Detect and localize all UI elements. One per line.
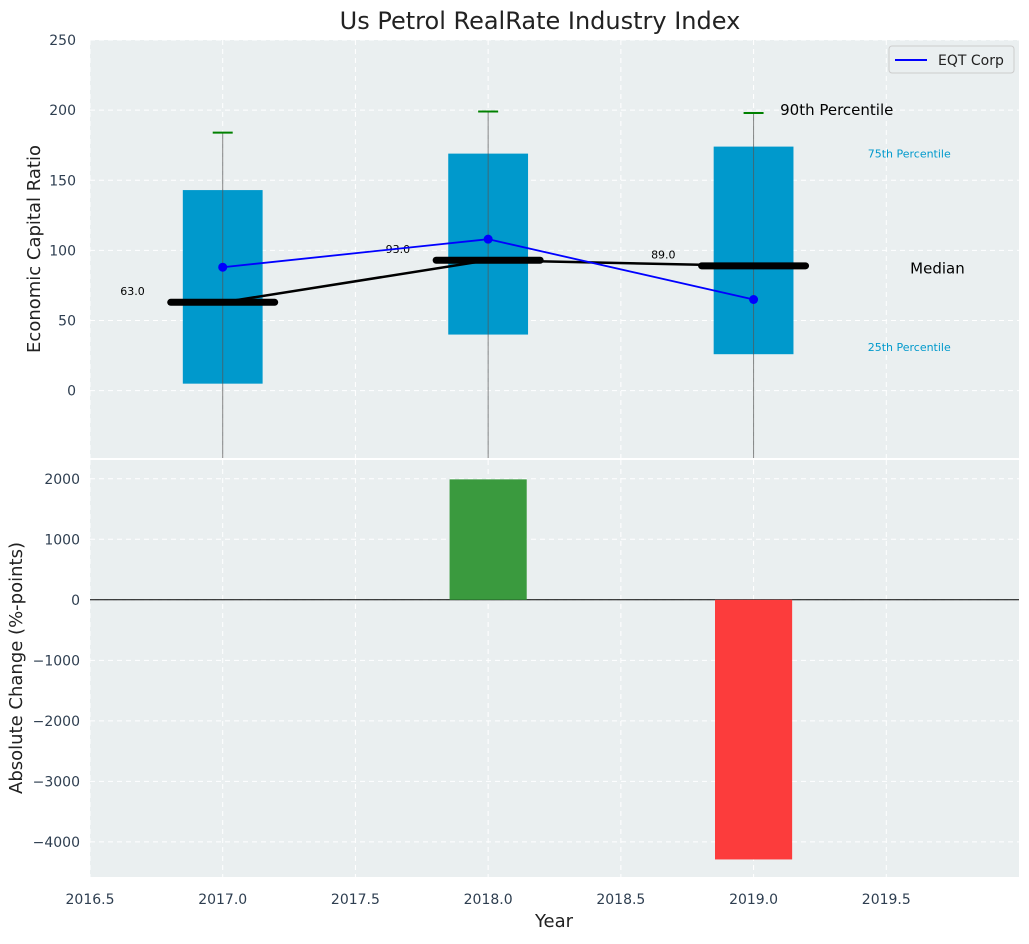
annotation-median: Median: [910, 260, 965, 278]
chart-title: Us Petrol RealRate Industry Index: [340, 7, 741, 35]
annotation-p75: 75th Percentile: [868, 148, 951, 161]
x-tick-label: 2019.5: [862, 892, 911, 908]
x-tick-label: 2016.5: [66, 892, 115, 908]
bottom-y-tick-label: −2000: [33, 714, 80, 730]
eqt-point-2018: [483, 234, 493, 244]
bottom-y-tick-label: −3000: [33, 774, 80, 790]
top-y-tick-label: 0: [67, 384, 76, 400]
top-y-tick-label: 50: [58, 314, 76, 330]
bottom-y-tick-label: −1000: [33, 653, 80, 669]
bottom-y-tick-label: 2000: [44, 472, 80, 488]
eqt-point-2017: [218, 262, 228, 272]
change-bar-2018: [449, 479, 527, 600]
annotation-p90: 90th Percentile: [780, 101, 893, 119]
top-y-tick-label: 150: [49, 173, 76, 189]
bottom-y-tick-label: 1000: [44, 532, 80, 548]
top-y-axis-label: Economic Capital Ratio: [24, 145, 45, 353]
median-label-2017: 63.0: [120, 285, 145, 298]
x-axis-label: Year: [534, 911, 574, 932]
annotation-p25: 25th Percentile: [868, 341, 951, 354]
x-tick-label: 2018.0: [464, 892, 513, 908]
top-y-tick-label: 250: [49, 33, 76, 49]
bottom-plot-area: [90, 460, 1019, 877]
change-bar-2019: [715, 599, 793, 860]
x-tick-label: 2017.0: [198, 892, 247, 908]
x-tick-label: 2017.5: [331, 892, 380, 908]
legend-entry-eqt: EQT Corp: [938, 53, 1004, 69]
eqt-point-2019: [749, 294, 759, 304]
bottom-y-tick-label: −4000: [33, 835, 80, 851]
legend: EQT Corp: [888, 45, 1015, 74]
x-tick-label: 2018.5: [596, 892, 645, 908]
x-tick-label: 2019.0: [729, 892, 778, 908]
top-y-tick-label: 100: [49, 243, 76, 259]
bottom-y-tick-label: 0: [71, 593, 80, 609]
top-y-tick-label: 200: [49, 103, 76, 119]
median-label-2019: 89.0: [651, 249, 676, 262]
bottom-y-axis-label: Absolute Change (%-points): [6, 542, 27, 794]
